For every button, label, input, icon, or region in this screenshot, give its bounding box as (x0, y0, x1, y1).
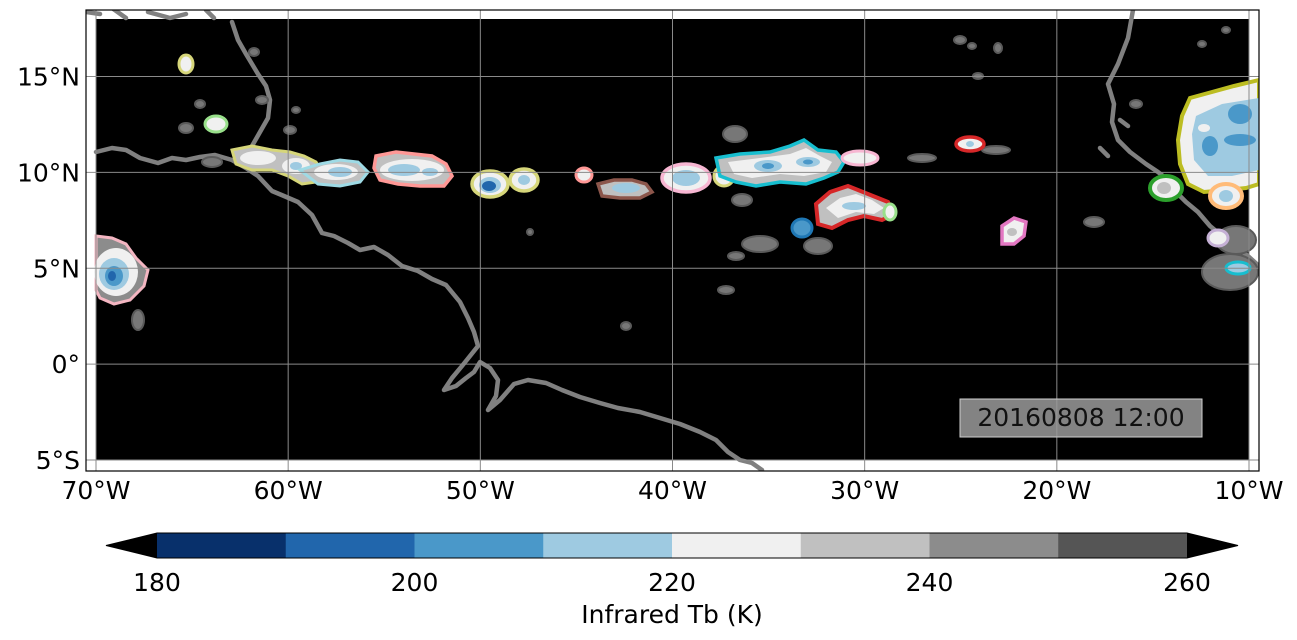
cloud-system (574, 166, 594, 184)
colorbar-tick-label: 200 (391, 568, 439, 597)
map-frame (85, 9, 1260, 472)
latitude-tick-label: 15°N (17, 63, 80, 92)
longitude-tick-labels: 70°W 60°W 50°W 40°W 30°W 20°W 10°W (61, 476, 1283, 505)
colorbar-segment (672, 533, 802, 558)
cloud-system (840, 149, 880, 167)
cloud-system (94, 234, 150, 306)
caribbean-islands-coastline (86, 10, 273, 149)
cloud-system (372, 150, 455, 188)
colorbar-tick-label: 180 (133, 568, 181, 597)
colorbar-tick-label: 260 (1163, 568, 1211, 597)
colorbar-outline (105, 532, 1239, 559)
cloud-system (954, 135, 986, 153)
cloud-system (882, 202, 898, 222)
cloud-system (1148, 174, 1184, 202)
colorbar-extend-min (106, 533, 157, 558)
colorbar-segment (414, 533, 544, 558)
cloud-system (177, 53, 195, 75)
gridlines (86, 10, 1259, 471)
longitude-tick-label: 20°W (1022, 476, 1091, 505)
cloud-system (1208, 182, 1244, 210)
cloud-system (713, 138, 847, 188)
longitude-tick-label: 60°W (254, 476, 323, 505)
cloud-system (790, 217, 814, 239)
colorbar-extend-max (1187, 533, 1238, 558)
colorbar-tick-label: 220 (648, 568, 696, 597)
longitude-tick-label: 40°W (638, 476, 707, 505)
timestamp-box: 20160808 12:00 (959, 398, 1203, 438)
longitude-tick-label: 30°W (830, 476, 899, 505)
map-panel (85, 9, 1260, 472)
colorbar-segment (543, 533, 673, 558)
longitude-tick-label: 10°W (1214, 476, 1283, 505)
west-african-coast-islands (1097, 117, 1131, 159)
cloud-system (1000, 216, 1028, 246)
colorbar-segment (929, 533, 1059, 558)
cloud-system (203, 114, 229, 134)
cloud-system (660, 162, 712, 194)
latitude-tick-label: 10°N (17, 158, 80, 187)
colorbar-segment (1058, 533, 1188, 558)
timestamp-text: 20160808 12:00 (977, 403, 1184, 432)
latitude-tick-label: 5°N (33, 254, 80, 283)
colorbar-segment (800, 533, 930, 558)
cloud-system (1175, 77, 1259, 195)
cloud-system (813, 183, 897, 231)
latitude-tick-label: 5°S (36, 446, 80, 475)
longitude-tick-label: 50°W (446, 476, 515, 505)
colorbar: 180 200 220 240 260 (105, 532, 1239, 597)
cloud-systems (94, 53, 1259, 306)
longitude-tick-label: 70°W (61, 476, 130, 505)
cloud-system (1206, 228, 1230, 248)
colorbar-segment (285, 533, 415, 558)
colorbar-segment (157, 533, 287, 558)
cloud-system (508, 167, 540, 193)
colorbar-tick-label: 240 (906, 568, 954, 597)
cloud-system (595, 178, 655, 200)
colorbar-label: Infrared Tb (K) (581, 600, 763, 629)
latitude-tick-label: 0° (52, 350, 80, 379)
latitude-tick-labels: 15°N 10°N 5°N 0° 5°S (17, 63, 80, 475)
cloud-system (470, 169, 510, 199)
